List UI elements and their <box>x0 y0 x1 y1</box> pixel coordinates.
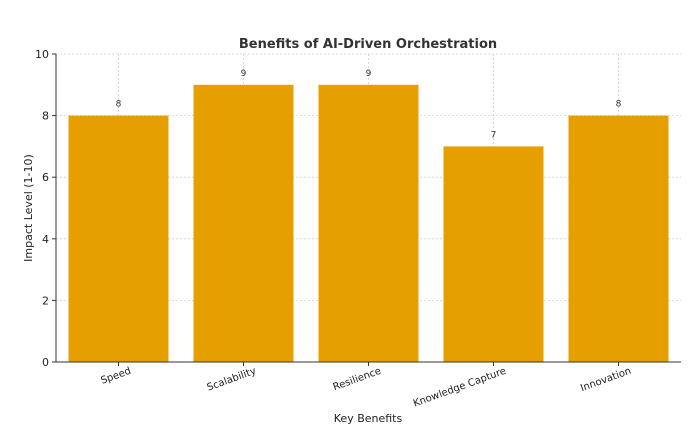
y-tick-label: 6 <box>42 171 49 184</box>
y-tick-label: 8 <box>42 110 49 123</box>
x-tick-label: Innovation <box>579 366 633 394</box>
bars <box>68 84 669 363</box>
bar-value-label: 9 <box>366 69 372 79</box>
y-tick-label: 0 <box>42 356 49 369</box>
bar <box>318 84 419 363</box>
y-axis-title: Impact Level (1-10) <box>22 154 35 262</box>
bar <box>443 146 544 362</box>
bar-value-label: 9 <box>241 69 247 79</box>
y-tick-label: 4 <box>42 233 49 246</box>
x-axis-title: Key Benefits <box>334 412 403 425</box>
x-tick-label: Knowledge Capture <box>412 366 508 410</box>
axes <box>52 53 681 366</box>
chart-title: Benefits of AI-Driven Orchestration <box>239 37 497 52</box>
x-tick-label: Resilience <box>332 366 383 394</box>
bar-value-label: 7 <box>491 130 497 140</box>
bar <box>568 115 669 362</box>
x-tick-label: Speed <box>99 366 132 387</box>
y-tick-label: 10 <box>35 48 49 61</box>
bar <box>193 84 294 363</box>
bar <box>68 115 169 362</box>
bar-value-label: 8 <box>616 100 622 110</box>
bar-value-label: 8 <box>116 100 122 110</box>
x-tick-label: Scalability <box>206 366 258 394</box>
y-tick-label: 2 <box>42 294 49 307</box>
